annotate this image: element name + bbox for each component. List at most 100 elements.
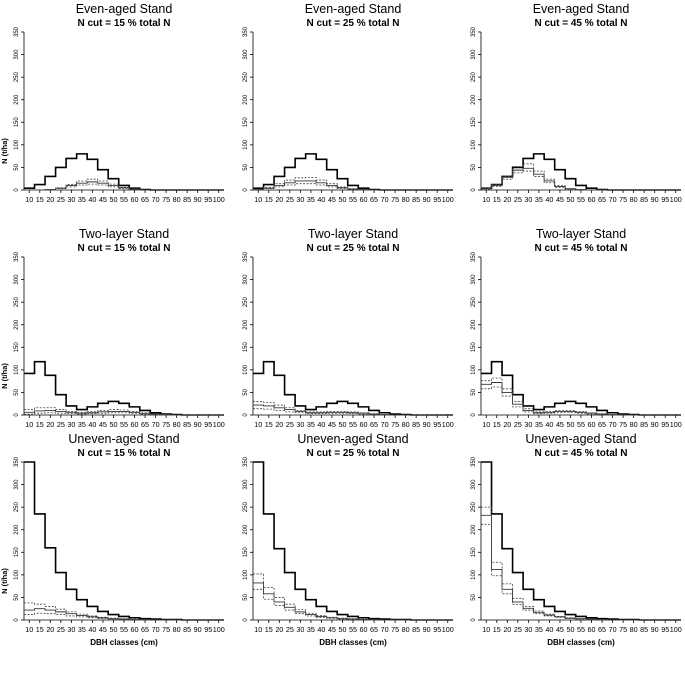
panel-title: Uneven-aged Stand xyxy=(525,432,636,446)
series-line-3 xyxy=(253,176,453,191)
x-tick-label: 40 xyxy=(545,195,553,204)
x-tick-label: 95 xyxy=(661,625,669,634)
y-tick-label: 250 xyxy=(14,71,20,82)
panel-title: Two-layer Stand xyxy=(79,227,169,241)
series-line-1 xyxy=(481,360,681,416)
series-line-4 xyxy=(253,588,453,621)
x-tick-label: 100 xyxy=(213,420,225,429)
x-tick-label: 10 xyxy=(482,195,490,204)
x-tick-label: 100 xyxy=(442,625,454,634)
x-tick-label: 65 xyxy=(370,195,378,204)
x-tick-label: 50 xyxy=(109,625,117,634)
x-tick-label: 75 xyxy=(619,625,627,634)
y-tick-label: 200 xyxy=(471,524,477,535)
x-tick-label: 10 xyxy=(25,625,33,634)
y-tick-label: 200 xyxy=(471,94,477,105)
y-tick-label: 0 xyxy=(14,413,20,417)
chart-panel-5: Two-layer Stand N cut = 25 % total N 0 50 10… xyxy=(243,227,454,429)
y-tick-label: 300 xyxy=(14,479,20,490)
x-tick-label: 55 xyxy=(120,625,128,634)
y-tick-label: 250 xyxy=(14,501,20,512)
x-tick-label: 85 xyxy=(412,625,420,634)
y-tick-label: 150 xyxy=(243,547,249,558)
y-tick-label: 100 xyxy=(471,569,477,580)
x-tick-label: 70 xyxy=(609,625,617,634)
x-tick-label: 30 xyxy=(296,195,304,204)
series-line-1 xyxy=(253,360,453,416)
x-tick-label: 65 xyxy=(598,625,606,634)
y-tick-label: 200 xyxy=(471,319,477,330)
x-tick-label: 25 xyxy=(286,625,294,634)
x-tick-label: 55 xyxy=(577,195,585,204)
y-tick-label: 150 xyxy=(243,342,249,353)
series-line-3 xyxy=(24,407,224,416)
y-tick-label: 200 xyxy=(14,94,20,105)
x-tick-label: 30 xyxy=(524,420,532,429)
y-tick-label: 50 xyxy=(471,593,477,600)
panel-title: Even-aged Stand xyxy=(76,2,173,16)
x-tick-label: 50 xyxy=(109,420,117,429)
x-tick-label: 40 xyxy=(88,420,96,429)
y-tick-label: 100 xyxy=(471,139,477,150)
x-tick-label: 100 xyxy=(670,195,682,204)
y-tick-label: 350 xyxy=(14,26,20,37)
x-tick-label: 20 xyxy=(503,420,511,429)
x-tick-label: 10 xyxy=(254,195,262,204)
y-tick-label: 100 xyxy=(243,139,249,150)
chart-panel-3: Even-aged Stand N cut = 45 % total N 0 50 10… xyxy=(471,2,682,204)
x-axis-label: DBH classes (cm) xyxy=(90,638,158,647)
x-tick-label: 15 xyxy=(265,420,273,429)
y-tick-label: 350 xyxy=(243,456,249,467)
series-line-3 xyxy=(24,602,224,621)
y-tick-label: 0 xyxy=(243,413,249,417)
series-line-4 xyxy=(481,170,681,191)
x-tick-label: 50 xyxy=(566,420,574,429)
series-line-1 xyxy=(253,153,453,191)
x-tick-label: 75 xyxy=(162,420,170,429)
x-tick-label: 100 xyxy=(213,625,225,634)
y-tick-label: 0 xyxy=(243,618,249,622)
x-tick-label: 50 xyxy=(109,195,117,204)
y-tick-label: 250 xyxy=(243,296,249,307)
x-tick-label: 15 xyxy=(36,420,44,429)
y-axis-label: N (t/ha) xyxy=(0,363,9,389)
x-tick-label: 70 xyxy=(152,195,160,204)
x-tick-label: 65 xyxy=(598,420,606,429)
series-line-1 xyxy=(253,461,453,621)
y-tick-label: 50 xyxy=(243,388,249,395)
x-tick-label: 80 xyxy=(630,195,638,204)
x-tick-label: 85 xyxy=(640,625,648,634)
y-tick-label: 250 xyxy=(14,296,20,307)
x-tick-label: 60 xyxy=(131,195,139,204)
x-tick-label: 65 xyxy=(370,420,378,429)
panel-title: Uneven-aged Stand xyxy=(68,432,179,446)
y-tick-label: 350 xyxy=(471,251,477,262)
y-tick-label: 100 xyxy=(243,364,249,375)
y-tick-label: 100 xyxy=(471,364,477,375)
x-tick-label: 90 xyxy=(423,625,431,634)
panel-subtitle: N cut = 25 % total N xyxy=(306,18,399,29)
x-tick-label: 45 xyxy=(99,420,107,429)
y-tick-label: 300 xyxy=(243,49,249,60)
x-tick-label: 75 xyxy=(619,420,627,429)
series-line-1 xyxy=(481,153,681,191)
chart-panel-8: Uneven-aged Stand N cut = 25 % total N 0 50… xyxy=(243,432,454,647)
x-tick-label: 25 xyxy=(514,420,522,429)
y-tick-label: 200 xyxy=(14,524,20,535)
x-tick-label: 40 xyxy=(88,625,96,634)
x-tick-label: 35 xyxy=(78,195,86,204)
series-line-4 xyxy=(481,523,681,621)
x-tick-label: 100 xyxy=(442,195,454,204)
x-tick-label: 65 xyxy=(141,195,149,204)
x-tick-label: 40 xyxy=(545,625,553,634)
x-tick-label: 10 xyxy=(25,420,33,429)
chart-panel-2: Even-aged Stand N cut = 25 % total N 0 50 10… xyxy=(243,2,454,204)
series-line-4 xyxy=(481,386,681,416)
x-tick-label: 70 xyxy=(609,420,617,429)
y-tick-label: 50 xyxy=(14,388,20,395)
x-tick-label: 60 xyxy=(131,420,139,429)
chart-panel-9: Uneven-aged Stand N cut = 45 % total N 0 50… xyxy=(471,432,682,647)
x-tick-label: 55 xyxy=(349,420,357,429)
x-tick-label: 90 xyxy=(651,420,659,429)
